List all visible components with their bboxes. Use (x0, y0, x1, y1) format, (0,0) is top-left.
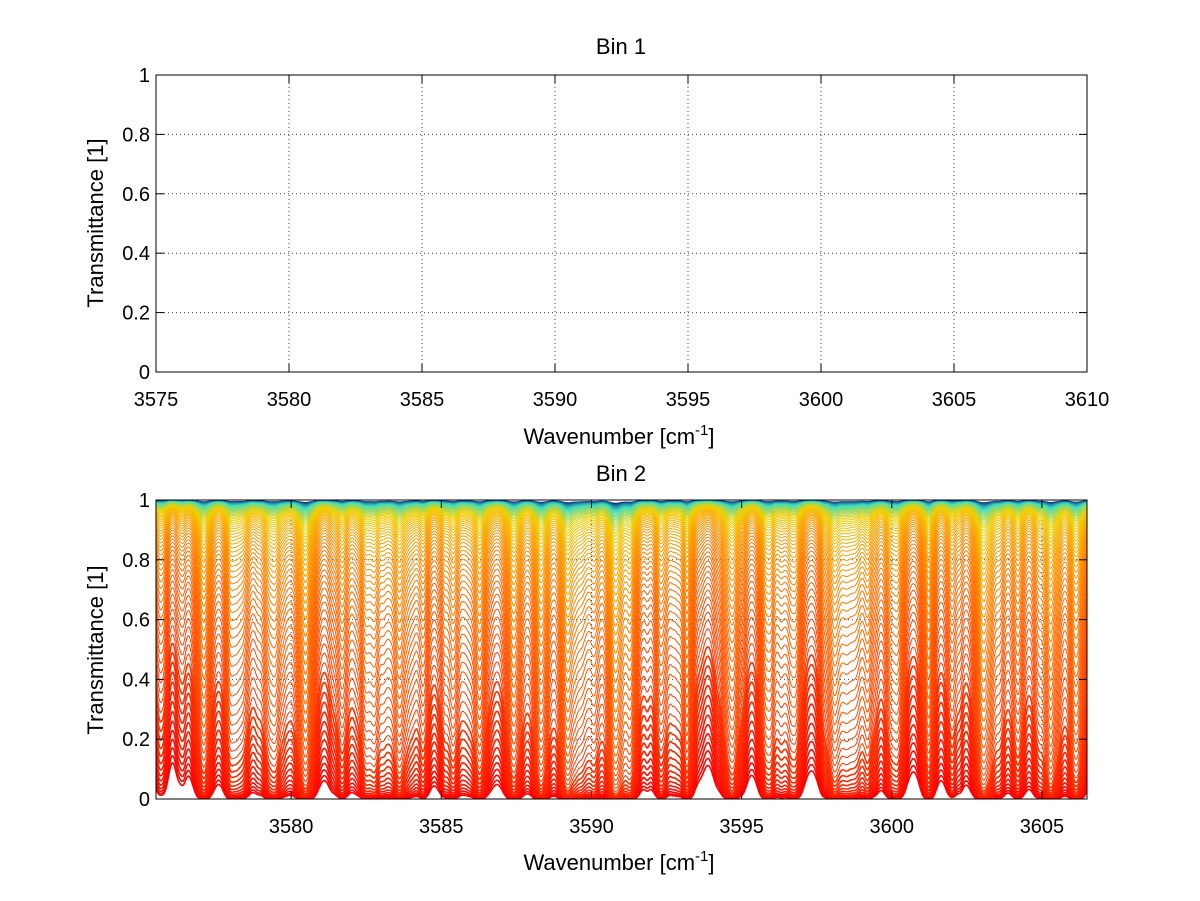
x-tick-label: 3605 (932, 389, 977, 411)
y-tick-label: 1 (139, 490, 150, 512)
spectrum-line (156, 594, 1087, 777)
spectrum-line (156, 601, 1087, 782)
x-tick-label: 3585 (400, 389, 445, 411)
spectrum-line (156, 514, 1087, 589)
y-tick-label: 0.2 (122, 729, 150, 751)
spectrum-line (156, 507, 1087, 548)
panel-bin-2: Bin 2 3580 3585 3590 3595 3600 3605 0 0.2 0.4 0.6… (83, 461, 1088, 875)
x-tick-label: 3610 (1065, 389, 1110, 411)
spectrum-line (156, 558, 1087, 732)
x-axis-title-bin-1: Wavenumber [cm-1] (523, 422, 714, 449)
spectrum-line (156, 502, 1087, 521)
x-tick-label: 3585 (419, 816, 464, 838)
spectrum-line (156, 513, 1087, 583)
spectrum-line (156, 510, 1087, 566)
spectrum-line (156, 523, 1087, 627)
spectrum-line (156, 545, 1087, 704)
x-tick-label: 3590 (533, 389, 578, 411)
y-tick-label: 0.8 (122, 124, 150, 146)
spectrum-line (156, 587, 1087, 771)
x-tick-label: 3580 (269, 816, 314, 838)
spectrum-line (156, 503, 1087, 529)
y-tick-label: 0 (139, 362, 150, 384)
ticks-bin-2: 3580 3585 3590 3595 3600 3605 0 0.2 0.4 0.6 0.8 1 (122, 490, 1087, 838)
spectrum-line (156, 616, 1087, 789)
x-tick-label: 3595 (666, 389, 711, 411)
spectrum-line (156, 549, 1087, 714)
spectrum-line (156, 504, 1087, 534)
y-tick-label: 0.8 (122, 550, 150, 572)
y-tick-label: 0 (139, 789, 150, 811)
y-tick-label: 0.6 (122, 184, 150, 206)
spectrum-line (156, 574, 1087, 757)
spectrum-line (156, 538, 1087, 684)
x-tick-label: 3580 (267, 389, 312, 411)
y-tick-label: 1 (139, 65, 150, 87)
plot-title-bin-2: Bin 2 (596, 461, 646, 486)
spectrum-line (156, 580, 1087, 765)
spectrum-line (156, 563, 1087, 741)
spectrum-line (156, 532, 1087, 664)
spectrum-line (156, 509, 1087, 561)
x-tick-label: 3600 (870, 816, 915, 838)
spectrum-line (156, 535, 1087, 674)
x-tick-label: 3600 (799, 389, 844, 411)
x-axis-title-bin-2: Wavenumber [cm-1] (523, 848, 714, 875)
spectra-curves-bin-2 (156, 500, 1087, 799)
spectrum-line (156, 625, 1087, 792)
spectrum-line (156, 517, 1087, 603)
spectrum-line (156, 504, 1087, 532)
axes-frame-bin-2 (155, 499, 1088, 800)
spectrum-line (156, 525, 1087, 636)
spectrum-line (156, 554, 1087, 723)
spectrum-line (156, 542, 1087, 694)
spectrum-line (156, 608, 1087, 786)
grid-bin-1 (156, 75, 1087, 372)
y-tick-label: 0.2 (122, 303, 150, 325)
x-tick-label: 3590 (569, 816, 614, 838)
plot-title-bin-1: Bin 1 (596, 34, 646, 59)
y-tick-label: 0.6 (122, 610, 150, 632)
axes-frame-bin-1 (155, 74, 1088, 373)
spectrum-line (156, 502, 1087, 523)
spectrum-line (156, 569, 1087, 750)
y-axis-title-bin-2: Transmittance [1] (83, 565, 108, 734)
spectrum-line (156, 515, 1087, 596)
spectrum-line (156, 503, 1087, 525)
spectrum-line (156, 520, 1087, 619)
spectrum-line (156, 503, 1087, 527)
spectrum-line (156, 529, 1087, 655)
ticks-bin-1: 3575 3580 3585 3590 3595 3600 3605 3610 0 0.2 0.4 0… (122, 65, 1109, 411)
x-tick-label: 3595 (719, 816, 764, 838)
spectrum-line (156, 506, 1087, 544)
y-tick-label: 0.4 (122, 243, 150, 265)
y-tick-label: 0.4 (122, 669, 150, 691)
x-tick-label: 3575 (134, 389, 179, 411)
spectrum-line (156, 507, 1087, 552)
spectrum-line (156, 527, 1087, 645)
spectrum-line (156, 512, 1087, 577)
spectrum-line (156, 508, 1087, 556)
spectrum-line (156, 505, 1087, 537)
y-axis-title-bin-1: Transmittance [1] (83, 138, 108, 307)
panel-bin-1: Bin 1 3575 3580 3585 3590 3595 3600 3605 3610 0 0… (83, 34, 1109, 449)
spectrum-line (156, 511, 1087, 571)
spectrum-line (156, 505, 1087, 540)
x-tick-label: 3605 (1020, 816, 1065, 838)
spectrum-line (156, 519, 1087, 611)
